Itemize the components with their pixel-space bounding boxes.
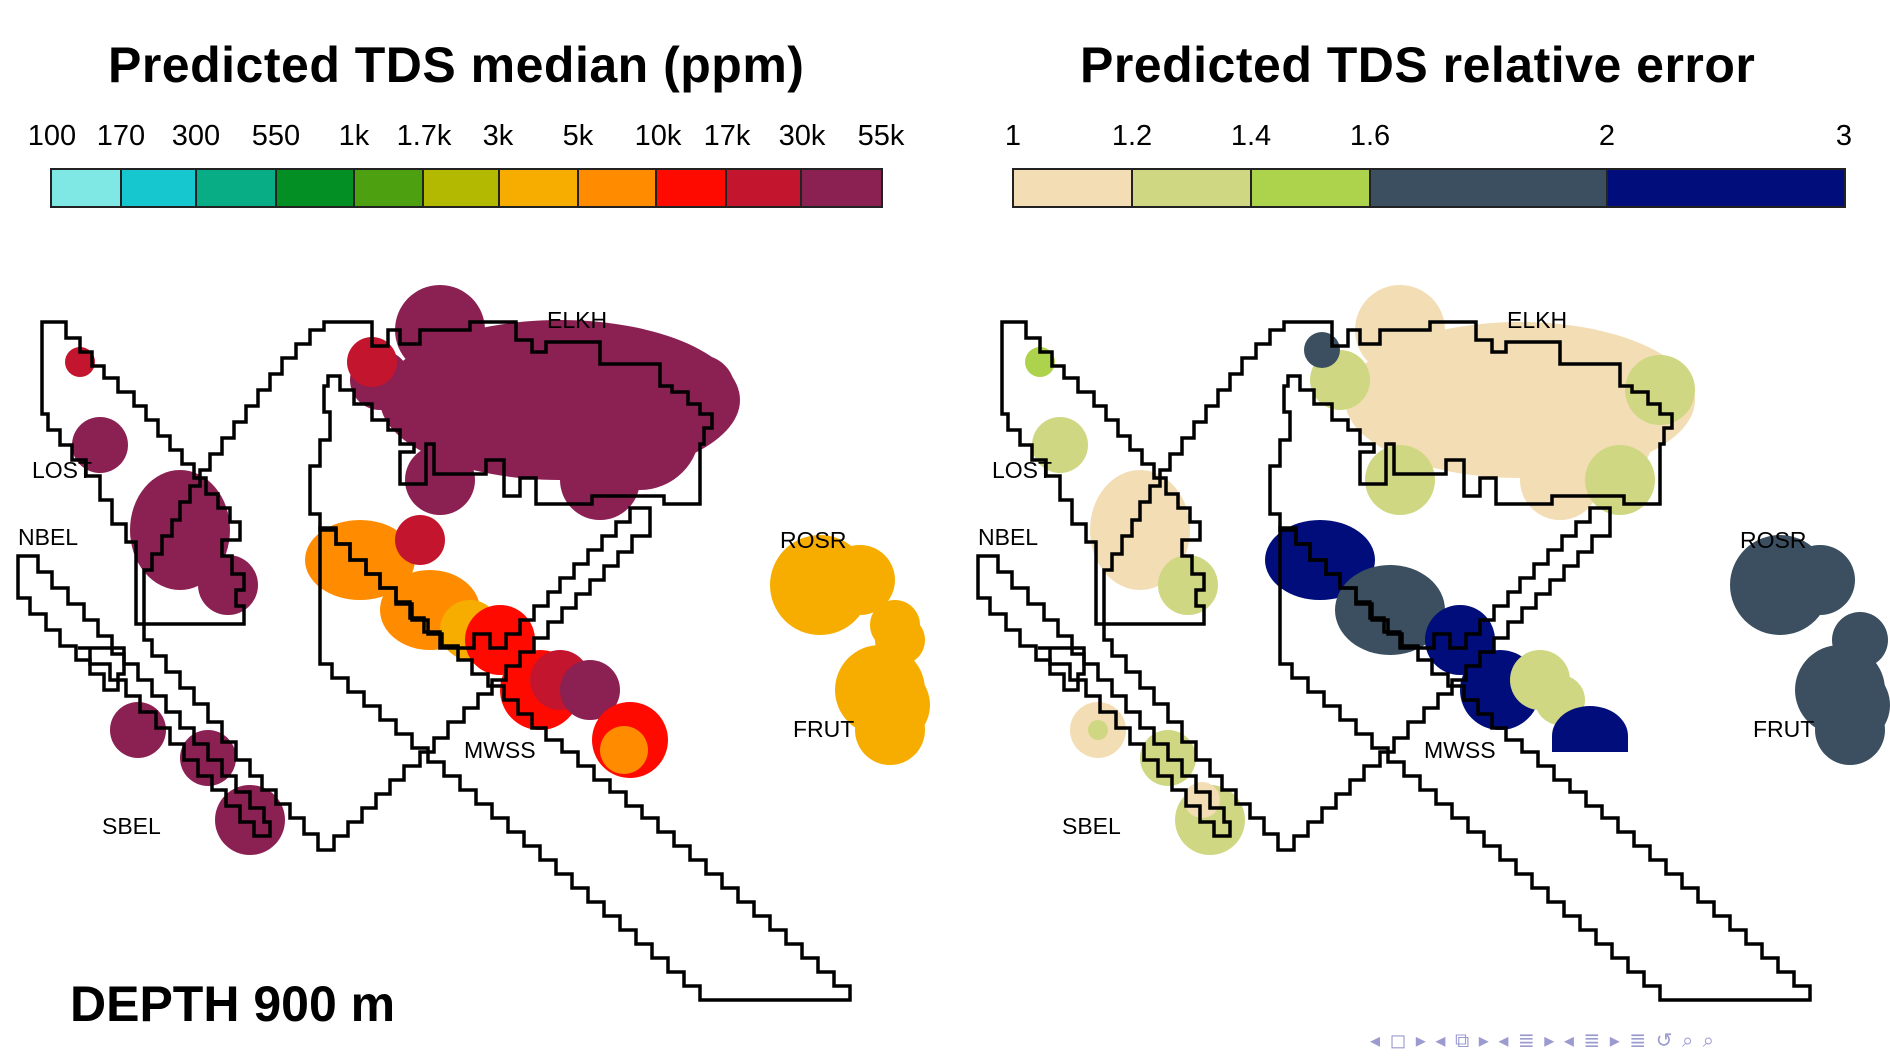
error-colorbar-segment xyxy=(1371,170,1608,206)
median-region-labels: LOST NBEL SBEL ELKH MWSS ROSR FRUT xyxy=(18,307,854,839)
median-map xyxy=(16,285,930,1002)
frut-error-fill xyxy=(1810,665,1890,745)
median-colorbar-segment xyxy=(354,170,425,206)
error-tick: 1.2 xyxy=(1111,120,1153,152)
error-colorbar xyxy=(1012,168,1846,208)
label-mwss: MWSS xyxy=(1424,737,1496,763)
median-colorbar-segment xyxy=(424,170,500,206)
median-colorbar-segment xyxy=(579,170,658,206)
label-lost: LOST xyxy=(32,457,92,483)
median-tick: 550 xyxy=(251,120,301,152)
elkh-error-spot xyxy=(1304,332,1340,368)
slide-navigation-icons[interactable]: ◂ ◻ ▸ ◂ ⧉ ▸ ◂ ≣ ▸ ◂ ≣ ▸ ≣ ↺ ⌕ ⌕ xyxy=(1370,1030,1716,1052)
error-colorbar-segment xyxy=(1133,170,1252,206)
error-colorbar-segment xyxy=(1014,170,1133,206)
label-nbel: NBEL xyxy=(978,524,1038,550)
label-rosr: ROSR xyxy=(1740,527,1806,553)
median-colorbar-segment xyxy=(499,170,580,206)
median-tick: 17k xyxy=(703,120,751,152)
mwss-error-spot xyxy=(1552,706,1628,752)
error-tick: 3 xyxy=(1835,120,1853,152)
error-map-title: Predicted TDS relative error xyxy=(1080,37,1756,93)
median-tick: 5k xyxy=(562,120,594,152)
mwss-error-fill xyxy=(1265,520,1585,730)
median-colorbar-segment xyxy=(276,170,355,206)
error-tick: 1.4 xyxy=(1230,120,1272,152)
median-tick: 1.7k xyxy=(396,120,452,152)
lost-error-edge xyxy=(1025,347,1055,377)
median-colorbar-segment xyxy=(802,170,882,206)
label-frut: FRUT xyxy=(1753,716,1814,742)
median-tick: 1k xyxy=(338,120,370,152)
error-tick: 1.6 xyxy=(1349,120,1391,152)
mwss-median-fill xyxy=(305,515,668,778)
median-tick: 300 xyxy=(171,120,221,152)
lost-median-edge xyxy=(65,347,95,377)
median-colorbar-segment xyxy=(52,170,122,206)
frut-median-fill xyxy=(850,665,930,745)
elkh-error-fill xyxy=(1345,285,1695,520)
error-tick: 1 xyxy=(1004,120,1022,152)
median-colorbar xyxy=(50,168,883,208)
label-nbel: NBEL xyxy=(18,524,78,550)
label-mwss: MWSS xyxy=(464,737,536,763)
median-tick: 3k xyxy=(482,120,514,152)
label-sbel: SBEL xyxy=(102,813,161,839)
elkh-error-edge xyxy=(1310,350,1695,515)
median-tick: 170 xyxy=(96,120,146,152)
error-tick: 2 xyxy=(1598,120,1616,152)
label-lost: LOST xyxy=(992,457,1052,483)
error-region-labels: LOST NBEL SBEL ELKH MWSS ROSR FRUT xyxy=(978,307,1814,839)
label-sbel: SBEL xyxy=(1062,813,1121,839)
elkh-median-edge xyxy=(347,337,397,387)
error-colorbar-segment xyxy=(1608,170,1844,206)
error-colorbar-segment xyxy=(1252,170,1371,206)
label-elkh: ELKH xyxy=(1507,307,1567,333)
median-colorbar-segment xyxy=(197,170,277,206)
elkh-median-fill xyxy=(350,285,740,520)
depth-label: DEPTH 900 m xyxy=(70,976,396,1032)
median-colorbar-segment xyxy=(121,170,198,206)
median-tick: 55k xyxy=(857,120,905,152)
median-colorbar-segment xyxy=(726,170,803,206)
median-map-title: Predicted TDS median (ppm) xyxy=(108,37,805,93)
median-tick: 10k xyxy=(634,120,682,152)
median-tick: 30k xyxy=(778,120,826,152)
label-rosr: ROSR xyxy=(780,527,846,553)
error-map xyxy=(976,285,1890,1002)
median-tick: 100 xyxy=(27,120,77,152)
label-elkh: ELKH xyxy=(547,307,607,333)
median-colorbar-segment xyxy=(657,170,727,206)
label-frut: FRUT xyxy=(793,716,854,742)
